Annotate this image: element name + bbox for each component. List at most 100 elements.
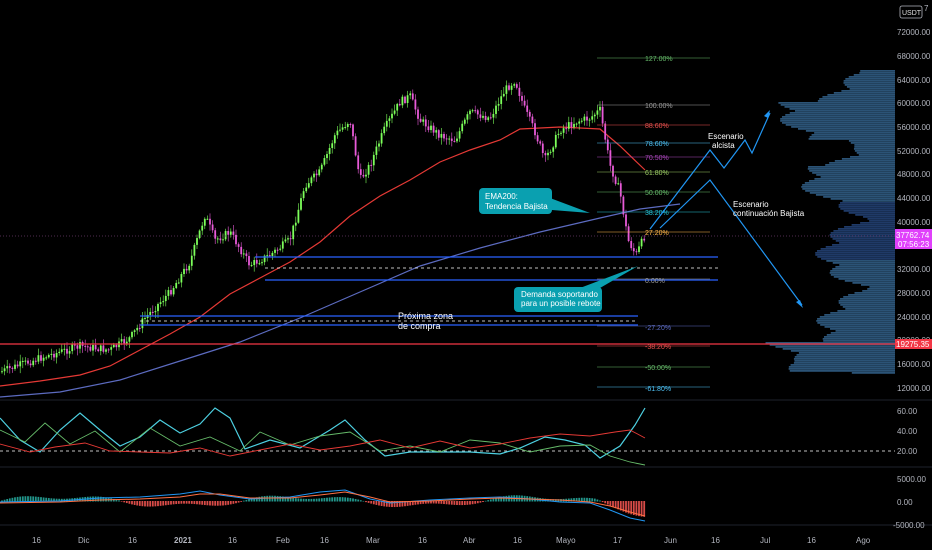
volume-profile-bar <box>817 250 895 252</box>
price-tick: 16000.00 <box>897 360 931 369</box>
candle-body <box>391 113 393 119</box>
macd-bar <box>393 501 396 508</box>
macd-bar <box>435 501 438 504</box>
candle-body <box>536 135 539 142</box>
candle-body <box>73 344 76 346</box>
candle-body <box>380 133 383 144</box>
volume-profile-bar <box>798 352 895 354</box>
macd-bar <box>151 501 154 507</box>
macd-bar <box>99 496 102 502</box>
candle-body <box>323 158 326 165</box>
dmi-pane[interactable]: 60.00 40.00 20.00 <box>0 407 918 466</box>
macd-bar <box>328 497 331 502</box>
macd-bar <box>318 498 321 502</box>
macd-bar <box>497 497 500 502</box>
volume-profile-bar <box>830 328 895 330</box>
macd-bar <box>492 498 495 502</box>
candle-body <box>274 249 276 253</box>
fib-label: -50.00% <box>645 365 671 372</box>
candle-body <box>419 118 422 122</box>
macd-pane[interactable]: 5000.00 0.00 -5000.00 <box>0 475 926 530</box>
bear-scenario-arrow[interactable] <box>659 179 803 306</box>
macd-bar <box>136 501 139 506</box>
macd-bar <box>456 501 458 505</box>
price-tick: 68000.00 <box>897 52 931 61</box>
currency-badge[interactable] <box>899 5 923 19</box>
candle-body <box>539 141 542 144</box>
macd-bar <box>300 498 302 502</box>
candle-body <box>37 355 40 362</box>
macd-tick: -5000.00 <box>893 521 925 530</box>
macd-bar <box>60 498 63 502</box>
ema-callout[interactable]: EMA200: Tendencia Bajista <box>479 188 590 214</box>
macd-bar <box>242 500 245 502</box>
candle-body <box>318 169 321 176</box>
macd-bar <box>370 501 373 504</box>
fibonacci-extension[interactable]: 127.00% 100.00% 88.60% 78.60% 70.50% 61.… <box>597 56 710 393</box>
demand-callout[interactable]: Demanda soportando para un posible rebot… <box>514 266 638 312</box>
volume-profile-bar <box>804 182 895 184</box>
candle-body <box>591 116 594 120</box>
bull-scenario-arrow[interactable] <box>649 112 771 230</box>
volume-profile-bar <box>830 274 895 276</box>
macd-bar <box>372 501 375 505</box>
volume-profile-bar <box>832 262 895 264</box>
macd-bar <box>419 501 422 505</box>
price-tick: 12000.00 <box>897 384 931 393</box>
candle-body <box>521 95 523 101</box>
volume-profile-bar <box>794 360 895 362</box>
fib-label: 127.00% <box>645 56 673 63</box>
candle-body <box>138 327 141 329</box>
candlestick-series <box>1 80 646 376</box>
candle-body <box>14 364 16 369</box>
volume-profile-bar <box>863 216 895 218</box>
macd-bar <box>32 496 35 502</box>
candle-body <box>567 122 570 129</box>
macd-bar <box>170 501 172 505</box>
macd-bar <box>55 498 58 502</box>
macd-bar <box>573 498 575 502</box>
volume-profile-bar <box>785 114 895 116</box>
candle-body <box>627 226 630 242</box>
bull-scenario-line1: Escenario <box>708 132 744 141</box>
volume-profile-bar <box>805 130 895 132</box>
candle-body <box>297 209 300 223</box>
candle-body <box>497 103 500 106</box>
macd-bar <box>404 501 406 507</box>
candle-body <box>172 288 175 295</box>
candle-body <box>411 93 414 100</box>
candle-body <box>612 165 614 177</box>
candle-body <box>398 103 401 106</box>
candle-body <box>71 344 74 352</box>
volume-profile-bar <box>838 278 895 280</box>
current-price-value: 37762.74 <box>896 231 930 240</box>
macd-bar <box>248 499 250 502</box>
macd-bar <box>583 497 586 502</box>
candle-body <box>271 252 274 257</box>
macd-bar <box>175 501 178 505</box>
volume-profile-bar <box>854 144 895 146</box>
macd-bar <box>112 498 115 502</box>
candle-body <box>505 85 508 94</box>
candle-body <box>432 125 435 133</box>
price-tick: 40000.00 <box>897 218 931 227</box>
macd-bar <box>487 500 490 502</box>
volume-profile-bar <box>808 166 895 168</box>
candle-body <box>79 342 81 349</box>
volume-profile-bar <box>832 238 895 240</box>
macd-bar <box>24 496 27 502</box>
candle-body <box>643 238 646 241</box>
macd-bar <box>198 501 201 505</box>
candle-body <box>188 265 191 271</box>
macd-bar <box>229 501 232 505</box>
volume-profile-bar <box>816 174 895 176</box>
time-axis[interactable]: 16 Dic 16 2021 16 Feb 16 Mar 16 Abr 16 M… <box>32 536 871 545</box>
volume-profile-bar <box>796 354 895 356</box>
fib-label: 0.00% <box>645 278 665 285</box>
volume-profile-bar <box>809 192 895 194</box>
macd-bar <box>185 501 188 504</box>
candle-body <box>151 311 154 313</box>
ema-50-line <box>0 126 646 387</box>
candle-body <box>242 253 245 255</box>
